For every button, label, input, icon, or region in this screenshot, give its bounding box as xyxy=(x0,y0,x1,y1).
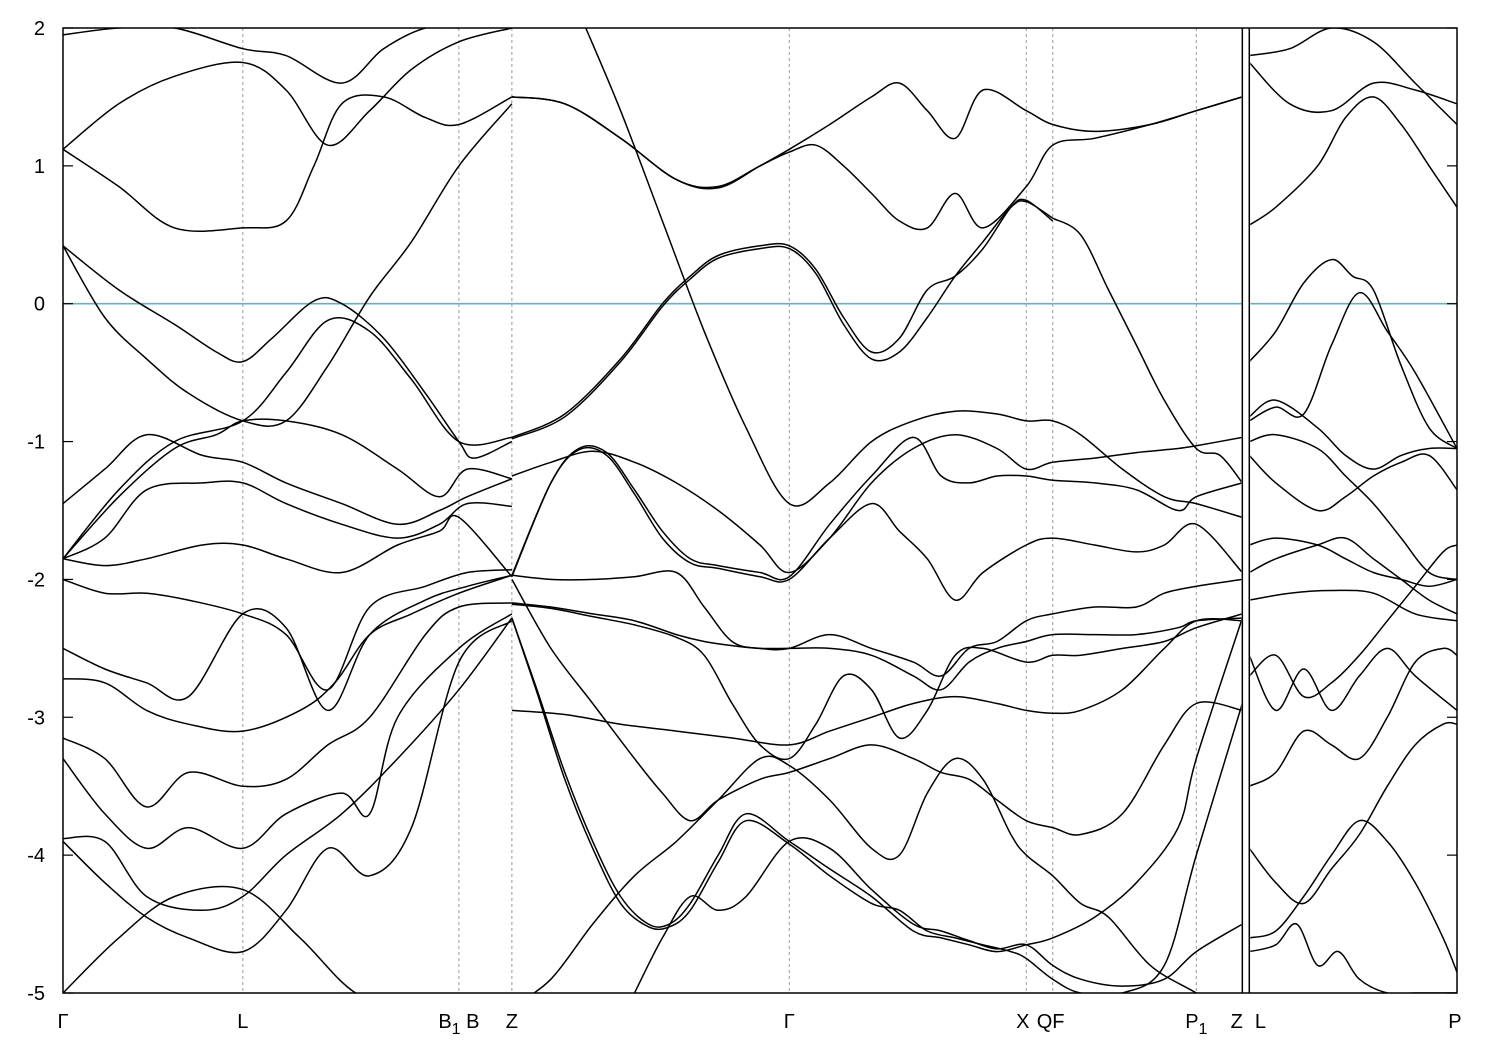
band-line xyxy=(63,316,513,560)
band-line xyxy=(63,620,513,954)
band-line xyxy=(63,480,512,560)
band-line xyxy=(1248,258,1457,450)
band-line xyxy=(1248,61,1457,113)
band-line xyxy=(633,837,1243,993)
k-point-label: Γ xyxy=(57,1011,68,1033)
band-line xyxy=(511,579,1243,836)
band-line xyxy=(63,245,513,459)
y-tick-label: 0 xyxy=(34,294,45,316)
band-line xyxy=(63,28,513,150)
band-line xyxy=(511,433,1243,574)
band-line xyxy=(1052,217,1243,484)
k-point-label: P xyxy=(1448,1011,1461,1033)
band-line xyxy=(585,28,1243,519)
path-break-gap xyxy=(1241,28,1251,993)
k-point-label: Z xyxy=(1231,1011,1243,1033)
band-line xyxy=(511,603,1243,761)
x-axis-ticks: Γ L B1 B Z Γ X QF P1 Z L P xyxy=(57,1011,1461,1038)
k-point-label: X xyxy=(1016,1011,1029,1033)
y-tick-label: -2 xyxy=(27,569,45,591)
band-line xyxy=(63,602,512,808)
band-line xyxy=(1249,28,1457,126)
k-point-label: Γ xyxy=(784,1011,795,1033)
band-line xyxy=(511,617,1244,953)
path-break-line xyxy=(1241,28,1251,993)
band-line xyxy=(1248,291,1457,449)
band-line xyxy=(1248,453,1457,512)
k-point-label: Z xyxy=(506,1011,518,1033)
band-line xyxy=(1249,589,1457,622)
band-line xyxy=(511,200,1054,440)
band-line xyxy=(63,94,513,232)
band-line xyxy=(63,569,512,691)
y-tick-label: -4 xyxy=(27,845,45,867)
y-tick-label: 2 xyxy=(34,18,45,40)
k-point-label: L xyxy=(237,1011,248,1033)
band-curves xyxy=(63,28,1457,993)
y-tick-label: -1 xyxy=(27,432,45,454)
band-line xyxy=(63,613,513,850)
band-line xyxy=(511,198,1054,439)
band-line xyxy=(511,602,1243,691)
band-line xyxy=(63,617,513,912)
k-point-label: B1 B xyxy=(438,1011,479,1038)
y-tick-label: -3 xyxy=(27,707,45,729)
high-symmetry-lines xyxy=(242,28,1197,993)
plot-frame xyxy=(62,27,1458,994)
band-line xyxy=(63,433,513,526)
band-line xyxy=(1248,647,1457,787)
band-line xyxy=(63,28,459,84)
band-line xyxy=(63,885,358,993)
band-line xyxy=(63,574,513,712)
band-line xyxy=(511,570,1243,677)
band-line xyxy=(63,103,513,427)
band-line xyxy=(511,446,1243,601)
band-line xyxy=(63,574,513,733)
band-line xyxy=(63,514,513,578)
band-line xyxy=(1248,544,1457,699)
band-line xyxy=(1248,647,1457,712)
band-line xyxy=(511,96,1243,231)
band-line xyxy=(1248,96,1457,226)
k-point-label: P1 xyxy=(1185,1011,1207,1038)
band-line xyxy=(63,418,513,560)
band-line xyxy=(1249,537,1457,588)
band-line xyxy=(511,436,1243,581)
k-point-label: L xyxy=(1255,1011,1266,1033)
band-line xyxy=(1249,923,1457,993)
band-line xyxy=(1249,819,1457,973)
k-point-label: QF xyxy=(1037,1011,1065,1033)
band-line xyxy=(1248,536,1457,615)
y-tick-label: -5 xyxy=(27,983,45,1005)
band-line xyxy=(1248,399,1457,470)
y-axis-ticks: 2 1 0 -1 -2 -3 -4 -5 xyxy=(27,18,1457,1005)
band-line xyxy=(1248,721,1457,905)
band-line xyxy=(511,82,1243,190)
band-line xyxy=(511,617,1244,993)
band-line xyxy=(532,755,1198,993)
y-tick-label: 1 xyxy=(34,156,45,178)
band-line xyxy=(511,618,1243,746)
